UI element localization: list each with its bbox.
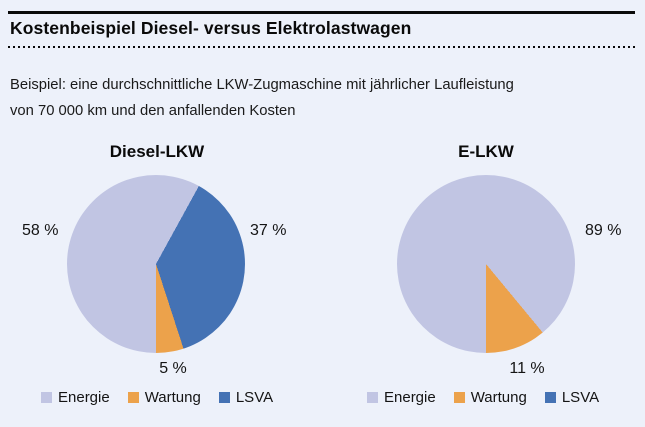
diesel-energie-value-label: 58 % [22, 222, 59, 239]
elkw-pie-chart [397, 175, 575, 353]
energie-swatch-icon [367, 392, 378, 403]
legend-label-energie: Energie [384, 389, 436, 406]
legend-label-lsva: LSVA [561, 389, 600, 406]
diesel-lsva-value-label: 37 % [250, 222, 287, 239]
lsva-swatch-icon [218, 392, 230, 403]
elkw-energie-value-label: 89 % [585, 222, 622, 239]
legend-item-lsva: LSVA [218, 389, 274, 406]
legend-item-wartung: Wartung [453, 389, 527, 406]
legend-item-energie: Energie [41, 390, 110, 405]
legend-label-energie: Energie [58, 389, 110, 406]
legend-label-lsva: LSVA [235, 389, 274, 406]
elkw-chart-title: E-LKW [458, 142, 514, 161]
chart-subtitle: Beispiel: eine durchschnittliche LKW-Zug… [10, 73, 514, 124]
diesel-pie-chart [67, 175, 245, 353]
legend-label-wartung: Wartung [144, 389, 201, 406]
dotted-divider [8, 46, 637, 48]
diesel-chart-title: Diesel-LKW [109, 142, 205, 161]
lsva-swatch-icon [544, 392, 556, 403]
legend-item-energie: Energie [367, 390, 436, 405]
wartung-swatch-icon [127, 392, 139, 403]
wartung-swatch-icon [453, 392, 465, 403]
diesel-legend: Energie Wartung LSVA [41, 390, 273, 405]
legend-label-wartung: Wartung [470, 389, 527, 406]
elkw-wartung-value-label: 11 % [509, 360, 545, 377]
legend-item-lsva: LSVA [544, 389, 600, 406]
subtitle-line-1: Beispiel: eine durchschnittliche LKW-Zug… [10, 77, 514, 93]
energie-swatch-icon [41, 392, 52, 403]
page-title: Kostenbeispiel Diesel- versus Elektrolas… [10, 18, 412, 38]
diesel-wartung-value-label: 5 % [159, 360, 187, 377]
legend-item-wartung: Wartung [127, 389, 201, 406]
elkw-legend: Energie Wartung LSVA [367, 390, 599, 405]
top-rule [8, 11, 635, 14]
subtitle-line-2: von 70 000 km und den anfallenden Kosten [10, 102, 296, 119]
